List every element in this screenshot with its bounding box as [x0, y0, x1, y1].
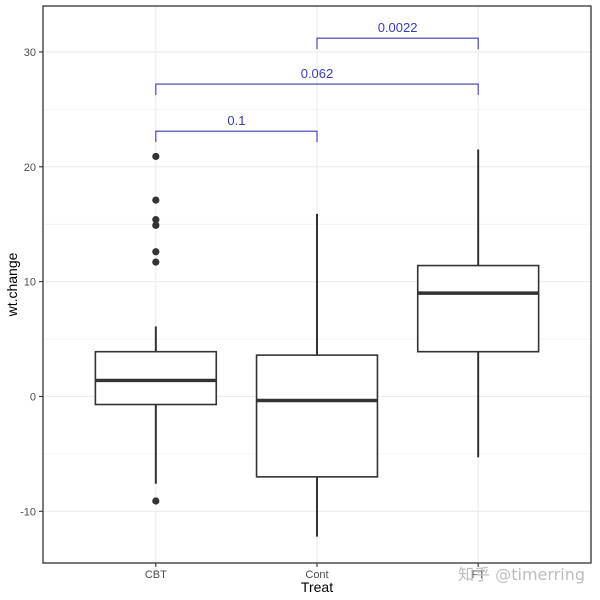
x-axis-title: Treat [301, 579, 333, 595]
bracket-line [316, 37, 479, 50]
bracket-cbt-cont: 0.1 [155, 113, 318, 143]
x-tick-label: CBT [145, 569, 167, 581]
bracket-line [155, 130, 318, 143]
outlier-point [152, 497, 160, 505]
iqr-box [255, 354, 379, 478]
axes: -10 0 10 20 30 CBT Cont FT [20, 47, 485, 581]
outlier-point [152, 221, 160, 229]
y-tick-label: 20 [24, 162, 36, 174]
y-tick-label: -10 [20, 506, 36, 518]
y-axis-title: wt.change [4, 252, 20, 317]
outlier-point [152, 196, 160, 204]
y-tick-label: 30 [24, 47, 36, 59]
box-ft [416, 149, 540, 458]
outlier-point [152, 248, 160, 256]
bracket-line [155, 83, 479, 96]
bracket-cont-ft: 0.0022 [316, 20, 479, 50]
x-tick-label: Cont [305, 569, 328, 581]
p-value-label: 0.0022 [378, 20, 418, 35]
iqr-box [94, 350, 218, 406]
p-value-label: 0.1 [227, 113, 245, 128]
p-value-label: 0.062 [301, 66, 334, 81]
comparison-brackets: 0.1 0.062 0.0022 [155, 20, 479, 143]
outlier-point [152, 152, 160, 161]
iqr-box [416, 264, 540, 353]
x-tick-label: FT [471, 569, 485, 581]
watermark: 知乎 @timerring [458, 565, 585, 584]
bracket-cbt-ft: 0.062 [155, 66, 479, 96]
outlier-point [152, 216, 160, 224]
box-cbt [94, 152, 218, 505]
box-cont [255, 213, 379, 537]
boxes [94, 149, 540, 537]
y-tick-label: 0 [30, 391, 36, 403]
outlier-point [152, 258, 160, 266]
y-tick-label: 10 [24, 277, 36, 289]
